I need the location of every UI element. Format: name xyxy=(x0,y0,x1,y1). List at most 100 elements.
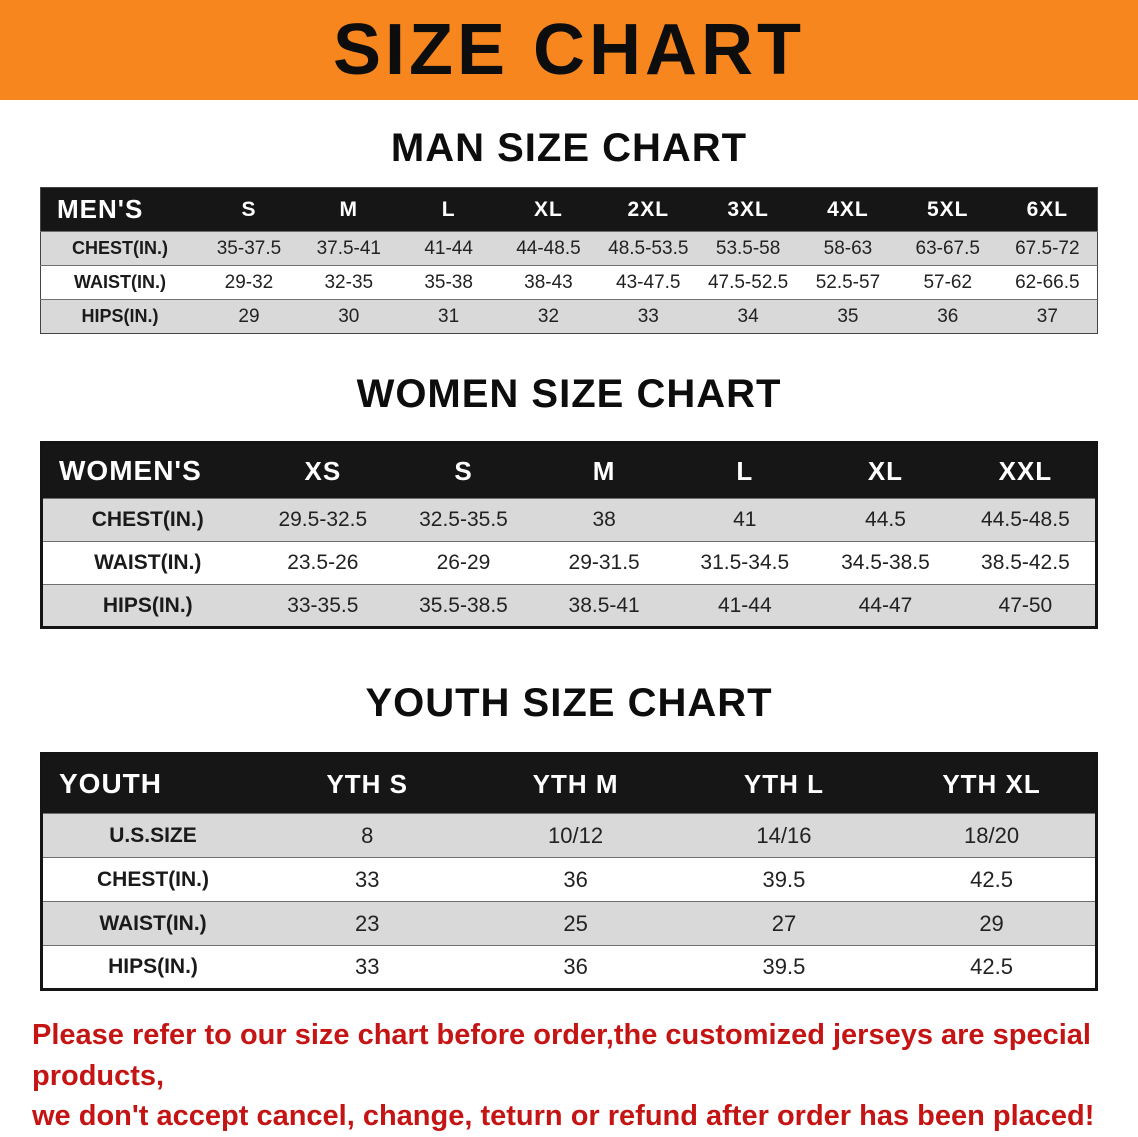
row-label-cell: CHEST(IN.) xyxy=(72,238,169,258)
table-header-row: WOMEN'S XS S M L XL XXL xyxy=(41,442,1097,499)
size-header-cell: YTH L xyxy=(743,768,824,799)
size-header-cell: 4XL xyxy=(827,197,869,221)
size-header-cell: YTH M xyxy=(532,768,619,799)
table-row: HIPS(IN.) 33 36 39.5 42.5 xyxy=(41,945,1097,990)
value-cell: 18/20 xyxy=(964,822,1020,848)
size-header-cell: M xyxy=(339,197,359,221)
page-title: SIZE CHART xyxy=(333,10,805,90)
table-head: YOUTH YTH S YTH M YTH L YTH XL xyxy=(41,753,1097,814)
value-cell: 43-47.5 xyxy=(616,271,681,293)
row-label-cell: WAIST(IN.) xyxy=(94,551,202,574)
youth-size-table: YOUTH YTH S YTH M YTH L YTH XL U.S.SIZE 8 10/12… xyxy=(40,752,1098,991)
value-cell: 35-38 xyxy=(424,271,473,293)
value-cell: 67.5-72 xyxy=(1015,237,1080,259)
value-cell: 53.5-58 xyxy=(715,237,781,259)
row-label-cell: HIPS(IN.) xyxy=(81,306,159,326)
size-header-cell: YTH S xyxy=(326,768,409,799)
value-cell: 41-44 xyxy=(717,593,772,617)
size-header-cell: L xyxy=(736,455,754,486)
notice-block: Please refer to our size chart before or… xyxy=(0,1015,1138,1137)
value-cell: 36 xyxy=(563,954,588,979)
value-cell: 29-31.5 xyxy=(568,551,640,574)
size-header-cell: XXL xyxy=(998,455,1053,486)
row-label-cell: U.S.SIZE xyxy=(109,823,197,847)
value-cell: 27 xyxy=(771,910,797,936)
value-cell: 48.5-53.5 xyxy=(608,237,689,259)
value-cell: 63-67.5 xyxy=(915,237,980,259)
value-cell: 26-29 xyxy=(436,551,491,574)
value-cell: 36 xyxy=(563,866,588,892)
table-header-row: YOUTH YTH S YTH M YTH L YTH XL xyxy=(41,753,1097,814)
women-section-heading: WOMEN SIZE CHART xyxy=(356,372,782,416)
notice-line-1: Please refer to our size chart before or… xyxy=(32,1019,1091,1092)
value-cell: 41-44 xyxy=(424,237,473,259)
value-cell: 30 xyxy=(338,305,360,327)
value-cell: 34 xyxy=(737,305,759,327)
table-body: CHEST(IN.) 29.5-32.5 32.5-35.5 38 41 44.5 44.5… xyxy=(41,498,1097,628)
value-cell: 35 xyxy=(837,305,859,327)
table-row: HIPS(IN.) 29 30 31 32 33 34 35 36 37 xyxy=(40,299,1098,334)
value-cell: 14/16 xyxy=(756,822,812,848)
value-cell: 8 xyxy=(361,822,374,848)
value-cell: 25 xyxy=(563,910,588,936)
table-body: CHEST(IN.) 35-37.5 37.5-41 41-44 44-48.5 48.5… xyxy=(40,231,1098,334)
row-label-cell: HIPS(IN.) xyxy=(102,593,193,617)
size-header-cell: M xyxy=(592,455,616,486)
value-cell: 38 xyxy=(592,508,616,531)
value-cell: 38.5-41 xyxy=(568,593,640,617)
value-cell: 32-35 xyxy=(324,271,374,293)
table-head: WOMEN'S XS S M L XL XXL xyxy=(41,442,1097,499)
value-cell: 33-35.5 xyxy=(287,593,359,617)
table-row: CHEST(IN.) 35-37.5 37.5-41 41-44 44-48.5 48.5… xyxy=(40,231,1098,266)
value-cell: 32.5-35.5 xyxy=(419,508,508,531)
size-header-cell: 6XL xyxy=(1026,197,1069,221)
table-body: U.S.SIZE 8 10/12 14/16 18/20 CHEST(IN.) 33 36 39… xyxy=(41,813,1097,990)
value-cell: 33 xyxy=(354,954,380,979)
size-header-cell: 3XL xyxy=(727,197,769,221)
value-cell: 34.5-38.5 xyxy=(841,551,930,574)
value-cell: 44-47 xyxy=(858,593,913,617)
value-cell: 42.5 xyxy=(970,866,1013,892)
size-header-cell: XL xyxy=(534,197,563,221)
value-cell: 39.5 xyxy=(762,866,806,892)
size-header-cell: XS xyxy=(304,455,342,486)
row-label-cell: HIPS(IN.) xyxy=(108,955,198,978)
value-cell: 39.5 xyxy=(762,954,806,979)
value-cell: 33 xyxy=(637,305,659,327)
value-cell: 62-66.5 xyxy=(1015,271,1080,293)
table-row: WAIST(IN.) 23.5-26 26-29 29-31.5 31.5-34.5 34… xyxy=(41,541,1097,585)
men-section: MAN SIZE CHART MEN'S S M L XL 2XL 3XL 4XL 5XL 6XL… xyxy=(0,126,1138,334)
women-section: WOMEN SIZE CHART WOMEN'S XS S M L XL XXL CHEST(… xyxy=(0,372,1138,629)
value-cell: 10/12 xyxy=(548,822,604,848)
value-cell: 38.5-42.5 xyxy=(981,551,1070,574)
value-cell: 23 xyxy=(354,910,380,936)
table-row: WAIST(IN.) 23 25 27 29 xyxy=(41,901,1097,946)
value-cell: 58-63 xyxy=(823,237,873,259)
size-header-cell: S xyxy=(241,197,257,221)
table-row: CHEST(IN.) 29.5-32.5 32.5-35.5 38 41 44.5 44.5… xyxy=(41,498,1097,542)
table-title-cell: YOUTH xyxy=(59,768,162,799)
value-cell: 38-43 xyxy=(524,271,573,293)
table-title-cell: MEN'S xyxy=(57,194,144,224)
value-cell: 47-50 xyxy=(998,593,1053,617)
banner: SIZE CHART xyxy=(0,0,1138,100)
row-label-cell: CHEST(IN.) xyxy=(97,867,210,891)
row-label-cell: WAIST(IN.) xyxy=(74,272,167,292)
value-cell: 31 xyxy=(438,305,460,327)
value-cell: 37 xyxy=(1036,305,1058,327)
table-head: MEN'S S M L XL 2XL 3XL 4XL 5XL 6XL xyxy=(40,187,1098,232)
value-cell: 29 xyxy=(238,305,260,327)
value-cell: 23.5-26 xyxy=(287,551,359,574)
value-cell: 47.5-52.5 xyxy=(707,271,789,293)
value-cell: 44.5 xyxy=(865,508,906,531)
value-cell: 35-37.5 xyxy=(216,237,282,259)
value-cell: 44-48.5 xyxy=(516,237,581,259)
table-row: HIPS(IN.) 33-35.5 35.5-38.5 38.5-41 41-44 44-… xyxy=(41,584,1097,628)
men-section-heading: MAN SIZE CHART xyxy=(390,126,748,170)
row-label-cell: CHEST(IN.) xyxy=(91,508,204,531)
value-cell: 57-62 xyxy=(923,271,973,293)
size-header-cell: 5XL xyxy=(927,197,969,221)
value-cell: 31.5-34.5 xyxy=(700,551,790,574)
table-row: WAIST(IN.) 29-32 32-35 35-38 38-43 43-47.5 47.… xyxy=(40,265,1098,300)
